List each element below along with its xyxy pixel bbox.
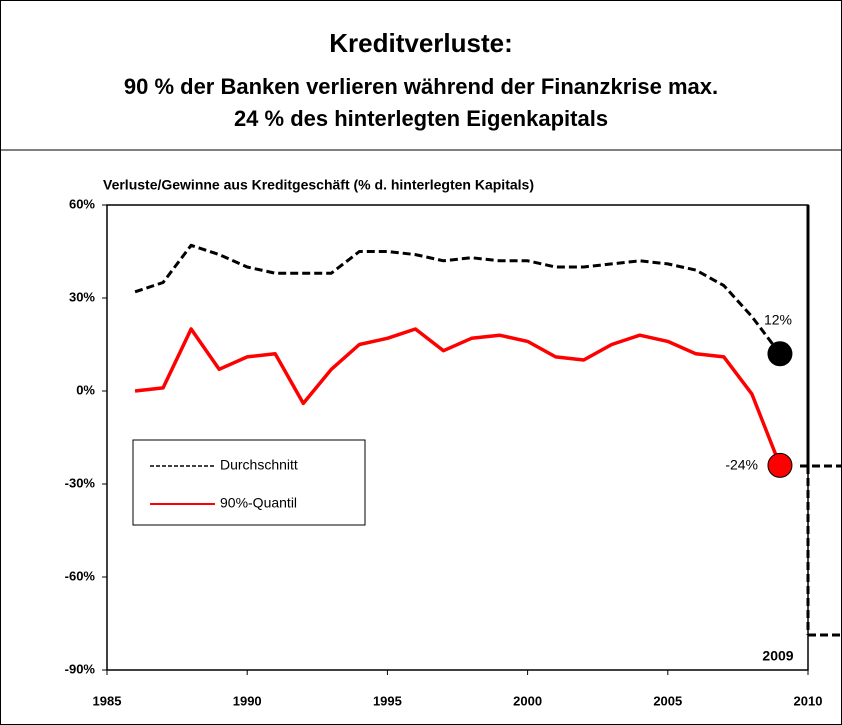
y-tick-label: 30% bbox=[69, 289, 95, 304]
chart-subtitle: 90 % der Banken verlieren während der Fi… bbox=[124, 74, 718, 99]
x-tick-label: 2005 bbox=[653, 693, 682, 708]
legend-label: Durchschnitt bbox=[220, 457, 298, 473]
x-tick-label: 1985 bbox=[93, 693, 122, 708]
end-marker bbox=[767, 452, 793, 478]
x-tick-label: 1995 bbox=[373, 693, 402, 708]
axis-label: Verluste/Gewinne aus Kreditgeschäft (% d… bbox=[103, 177, 534, 193]
annotation: 12% bbox=[764, 312, 792, 328]
y-tick-label: -90% bbox=[65, 661, 96, 676]
x-tick-label: 2010 bbox=[794, 693, 823, 708]
x-tick-label: 1990 bbox=[233, 693, 262, 708]
legend-label: 90%-Quantil bbox=[220, 495, 297, 511]
chart-title: Kreditverluste: bbox=[329, 28, 513, 58]
y-tick-label: 60% bbox=[69, 196, 95, 211]
line bbox=[134, 327, 782, 467]
y-tick-label: 0% bbox=[76, 382, 95, 397]
line bbox=[134, 243, 782, 355]
x-tick-label: 2000 bbox=[513, 693, 542, 708]
chart-subtitle: 24 % des hinterlegten Eigenkapitals bbox=[234, 106, 608, 131]
y-tick-label: -30% bbox=[65, 475, 96, 490]
annotation: -24% bbox=[725, 457, 758, 473]
y-tick-label: -60% bbox=[65, 568, 96, 583]
end-marker bbox=[767, 341, 793, 367]
legend bbox=[132, 439, 366, 526]
annotation: 2009 bbox=[762, 648, 793, 664]
